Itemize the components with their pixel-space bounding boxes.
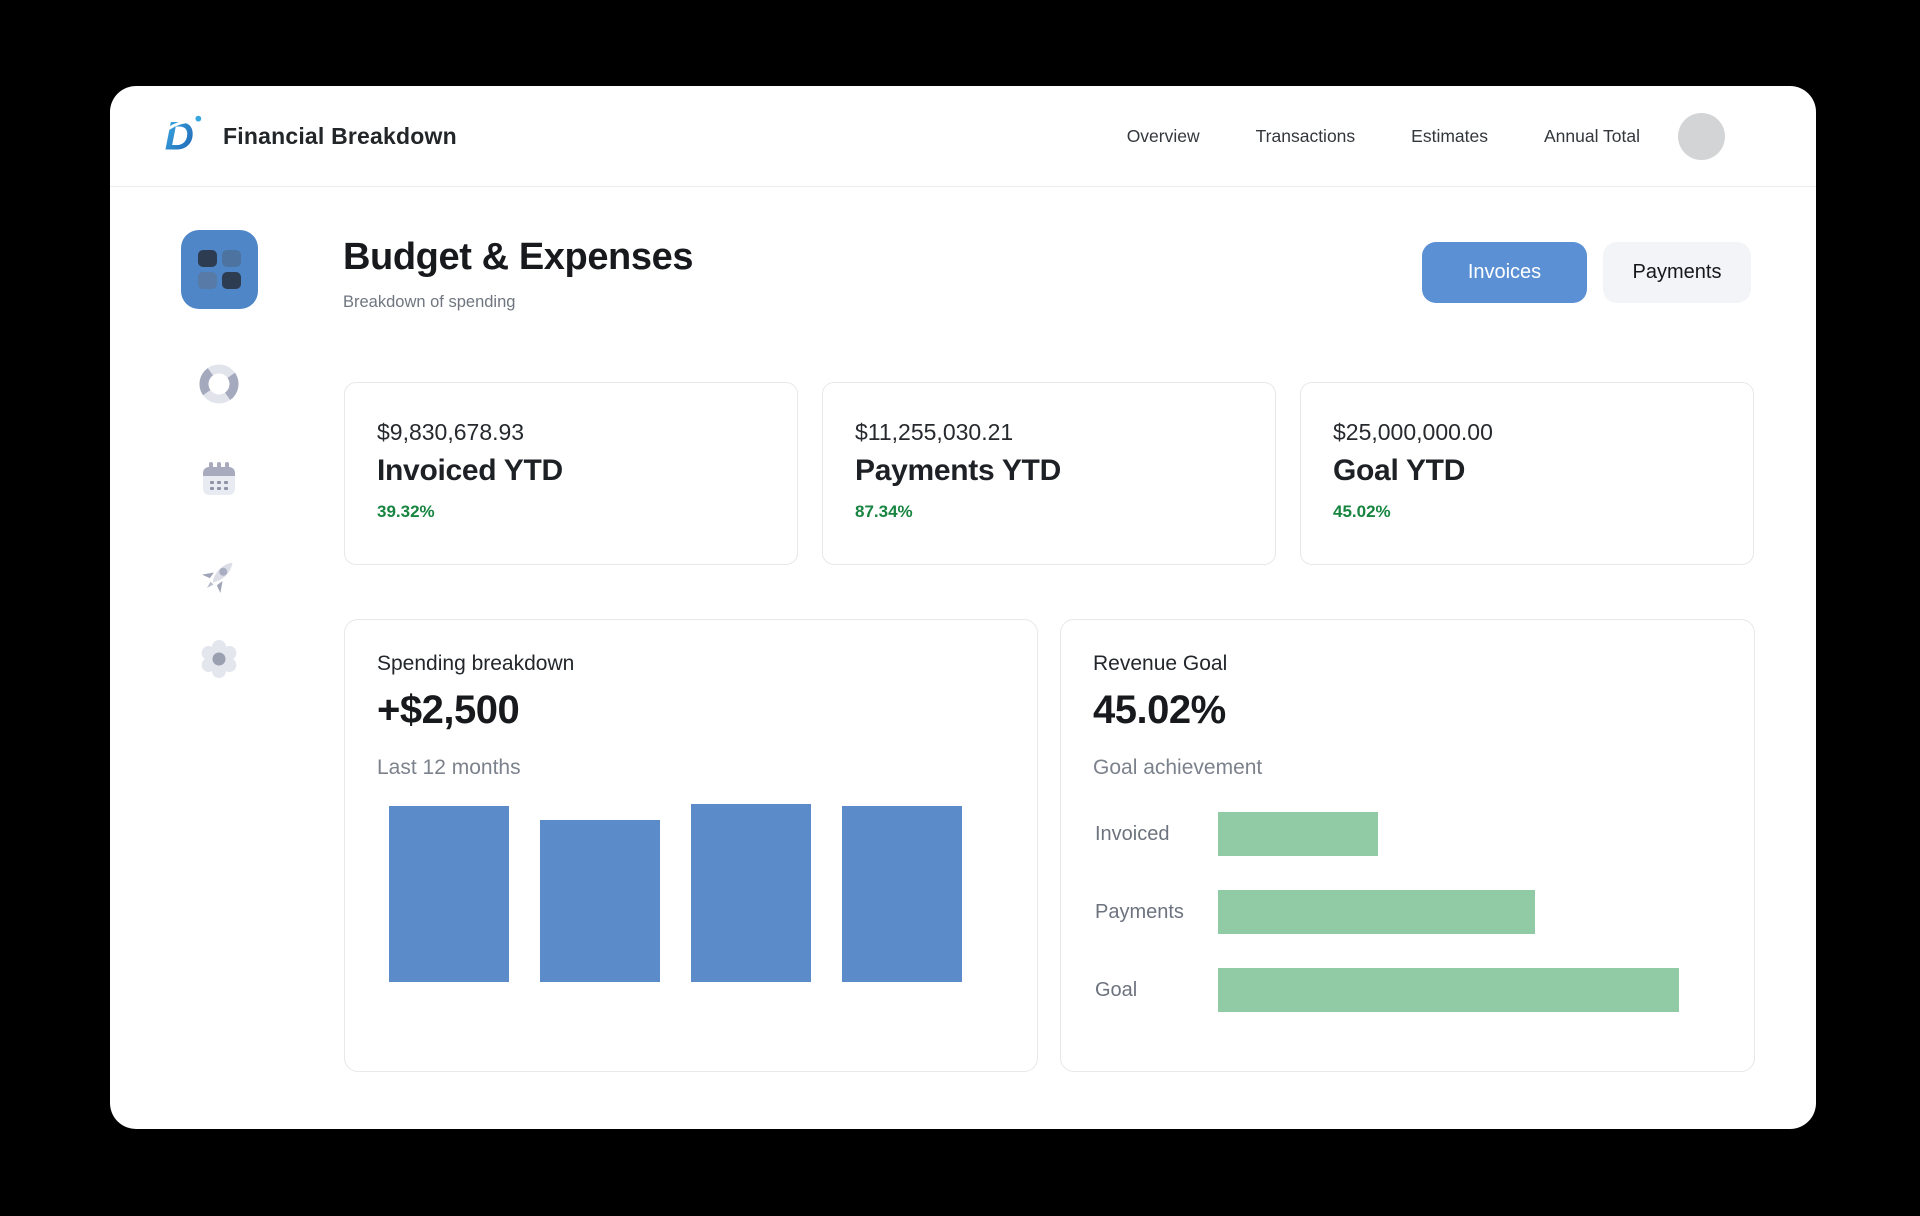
calendar-icon: [197, 457, 241, 506]
spending-bar: [540, 820, 660, 982]
payments-button[interactable]: Payments: [1603, 242, 1751, 303]
panel-highlight: +$2,500: [377, 688, 520, 732]
stat-percent: 87.34%: [855, 502, 913, 521]
sidebar-item-settings[interactable]: [196, 638, 242, 684]
stat-value: $25,000,000.00: [1333, 419, 1493, 445]
spending-breakdown-panel: Spending breakdown +$2,500 Last 12 month…: [344, 619, 1038, 1072]
stat-value: $11,255,030.21: [855, 419, 1014, 445]
revenue-row-label: Invoiced: [1095, 822, 1170, 845]
nav-overview[interactable]: Overview: [1126, 125, 1200, 146]
revenue-row-label: Goal: [1095, 978, 1138, 1001]
revenue-row: Payments: [1095, 890, 1679, 934]
header: D Financial Breakdown Overview Transacti…: [110, 86, 1816, 187]
app-logo-icon: D: [160, 111, 206, 162]
app-window: D Financial Breakdown Overview Transacti…: [110, 86, 1816, 1129]
revenue-goal-panel: Revenue Goal 45.02% Goal achievement Inv…: [1060, 619, 1755, 1072]
dashboard-grid-icon: [198, 250, 241, 289]
nav-transactions[interactable]: Transactions: [1255, 125, 1356, 146]
stat-label: Invoiced YTD: [377, 454, 563, 487]
revenue-bar: [1218, 812, 1378, 856]
spending-bars: [389, 804, 962, 982]
stat-label: Goal YTD: [1333, 454, 1466, 487]
revenue-row: Goal: [1095, 968, 1679, 1012]
brand: D Financial Breakdown: [160, 111, 457, 162]
stat-value: $9,830,678.93: [377, 419, 525, 445]
panels: Spending breakdown +$2,500 Last 12 month…: [344, 619, 1755, 1072]
sidebar-item-reports[interactable]: [196, 363, 242, 409]
panel-title: Spending breakdown: [377, 652, 575, 675]
page-subtitle: Breakdown of spending: [343, 293, 516, 311]
panel-value: 45.02%: [1093, 688, 1226, 732]
app-title: Financial Breakdown: [223, 122, 457, 149]
stat-percent: 45.02%: [1333, 502, 1391, 521]
revenue-bar-track: [1218, 812, 1679, 856]
stat-card-goal: $25,000,000.00 Goal YTD 45.02%: [1300, 382, 1754, 565]
revenue-rows: Invoiced Payments Goal: [1095, 812, 1679, 1046]
revenue-row: Invoiced: [1095, 812, 1679, 856]
nav-annual-total[interactable]: Annual Total: [1543, 125, 1640, 146]
revenue-bar: [1218, 968, 1679, 1012]
sidebar-item-dashboard[interactable]: [181, 230, 258, 309]
stat-cards: $9,830,678.93 Invoiced YTD 39.32% $11,25…: [344, 382, 1754, 565]
top-nav: Overview Transactions Estimates Annual T…: [1126, 112, 1725, 160]
revenue-bar-track: [1218, 890, 1679, 934]
revenue-bar-track: [1218, 968, 1679, 1012]
donut-chart-icon: [196, 361, 242, 412]
sidebar-item-launch[interactable]: [196, 555, 242, 601]
spending-bar: [842, 806, 962, 982]
revenue-bar: [1218, 890, 1536, 934]
svg-text:D: D: [165, 113, 194, 157]
page-title: Budget & Expenses: [343, 236, 694, 278]
revenue-row-label: Payments: [1095, 900, 1184, 923]
panel-title: Revenue Goal: [1093, 652, 1228, 675]
stat-label: Payments YTD: [855, 454, 1061, 487]
panel-caption: Goal achievement: [1093, 756, 1263, 779]
stat-card-payments: $11,255,030.21 Payments YTD 87.34%: [822, 382, 1276, 565]
stat-card-invoiced: $9,830,678.93 Invoiced YTD 39.32%: [344, 382, 798, 565]
spending-bar: [691, 804, 811, 982]
gear-icon: [197, 637, 241, 686]
sidebar-item-calendar[interactable]: [196, 458, 242, 504]
avatar[interactable]: [1678, 112, 1725, 160]
spending-bar: [389, 806, 509, 982]
stat-percent: 39.32%: [377, 502, 435, 521]
invoices-button[interactable]: Invoices: [1422, 242, 1587, 303]
rocket-icon: [196, 553, 242, 604]
nav-estimates[interactable]: Estimates: [1411, 125, 1488, 146]
panel-caption: Last 12 months: [377, 756, 521, 779]
